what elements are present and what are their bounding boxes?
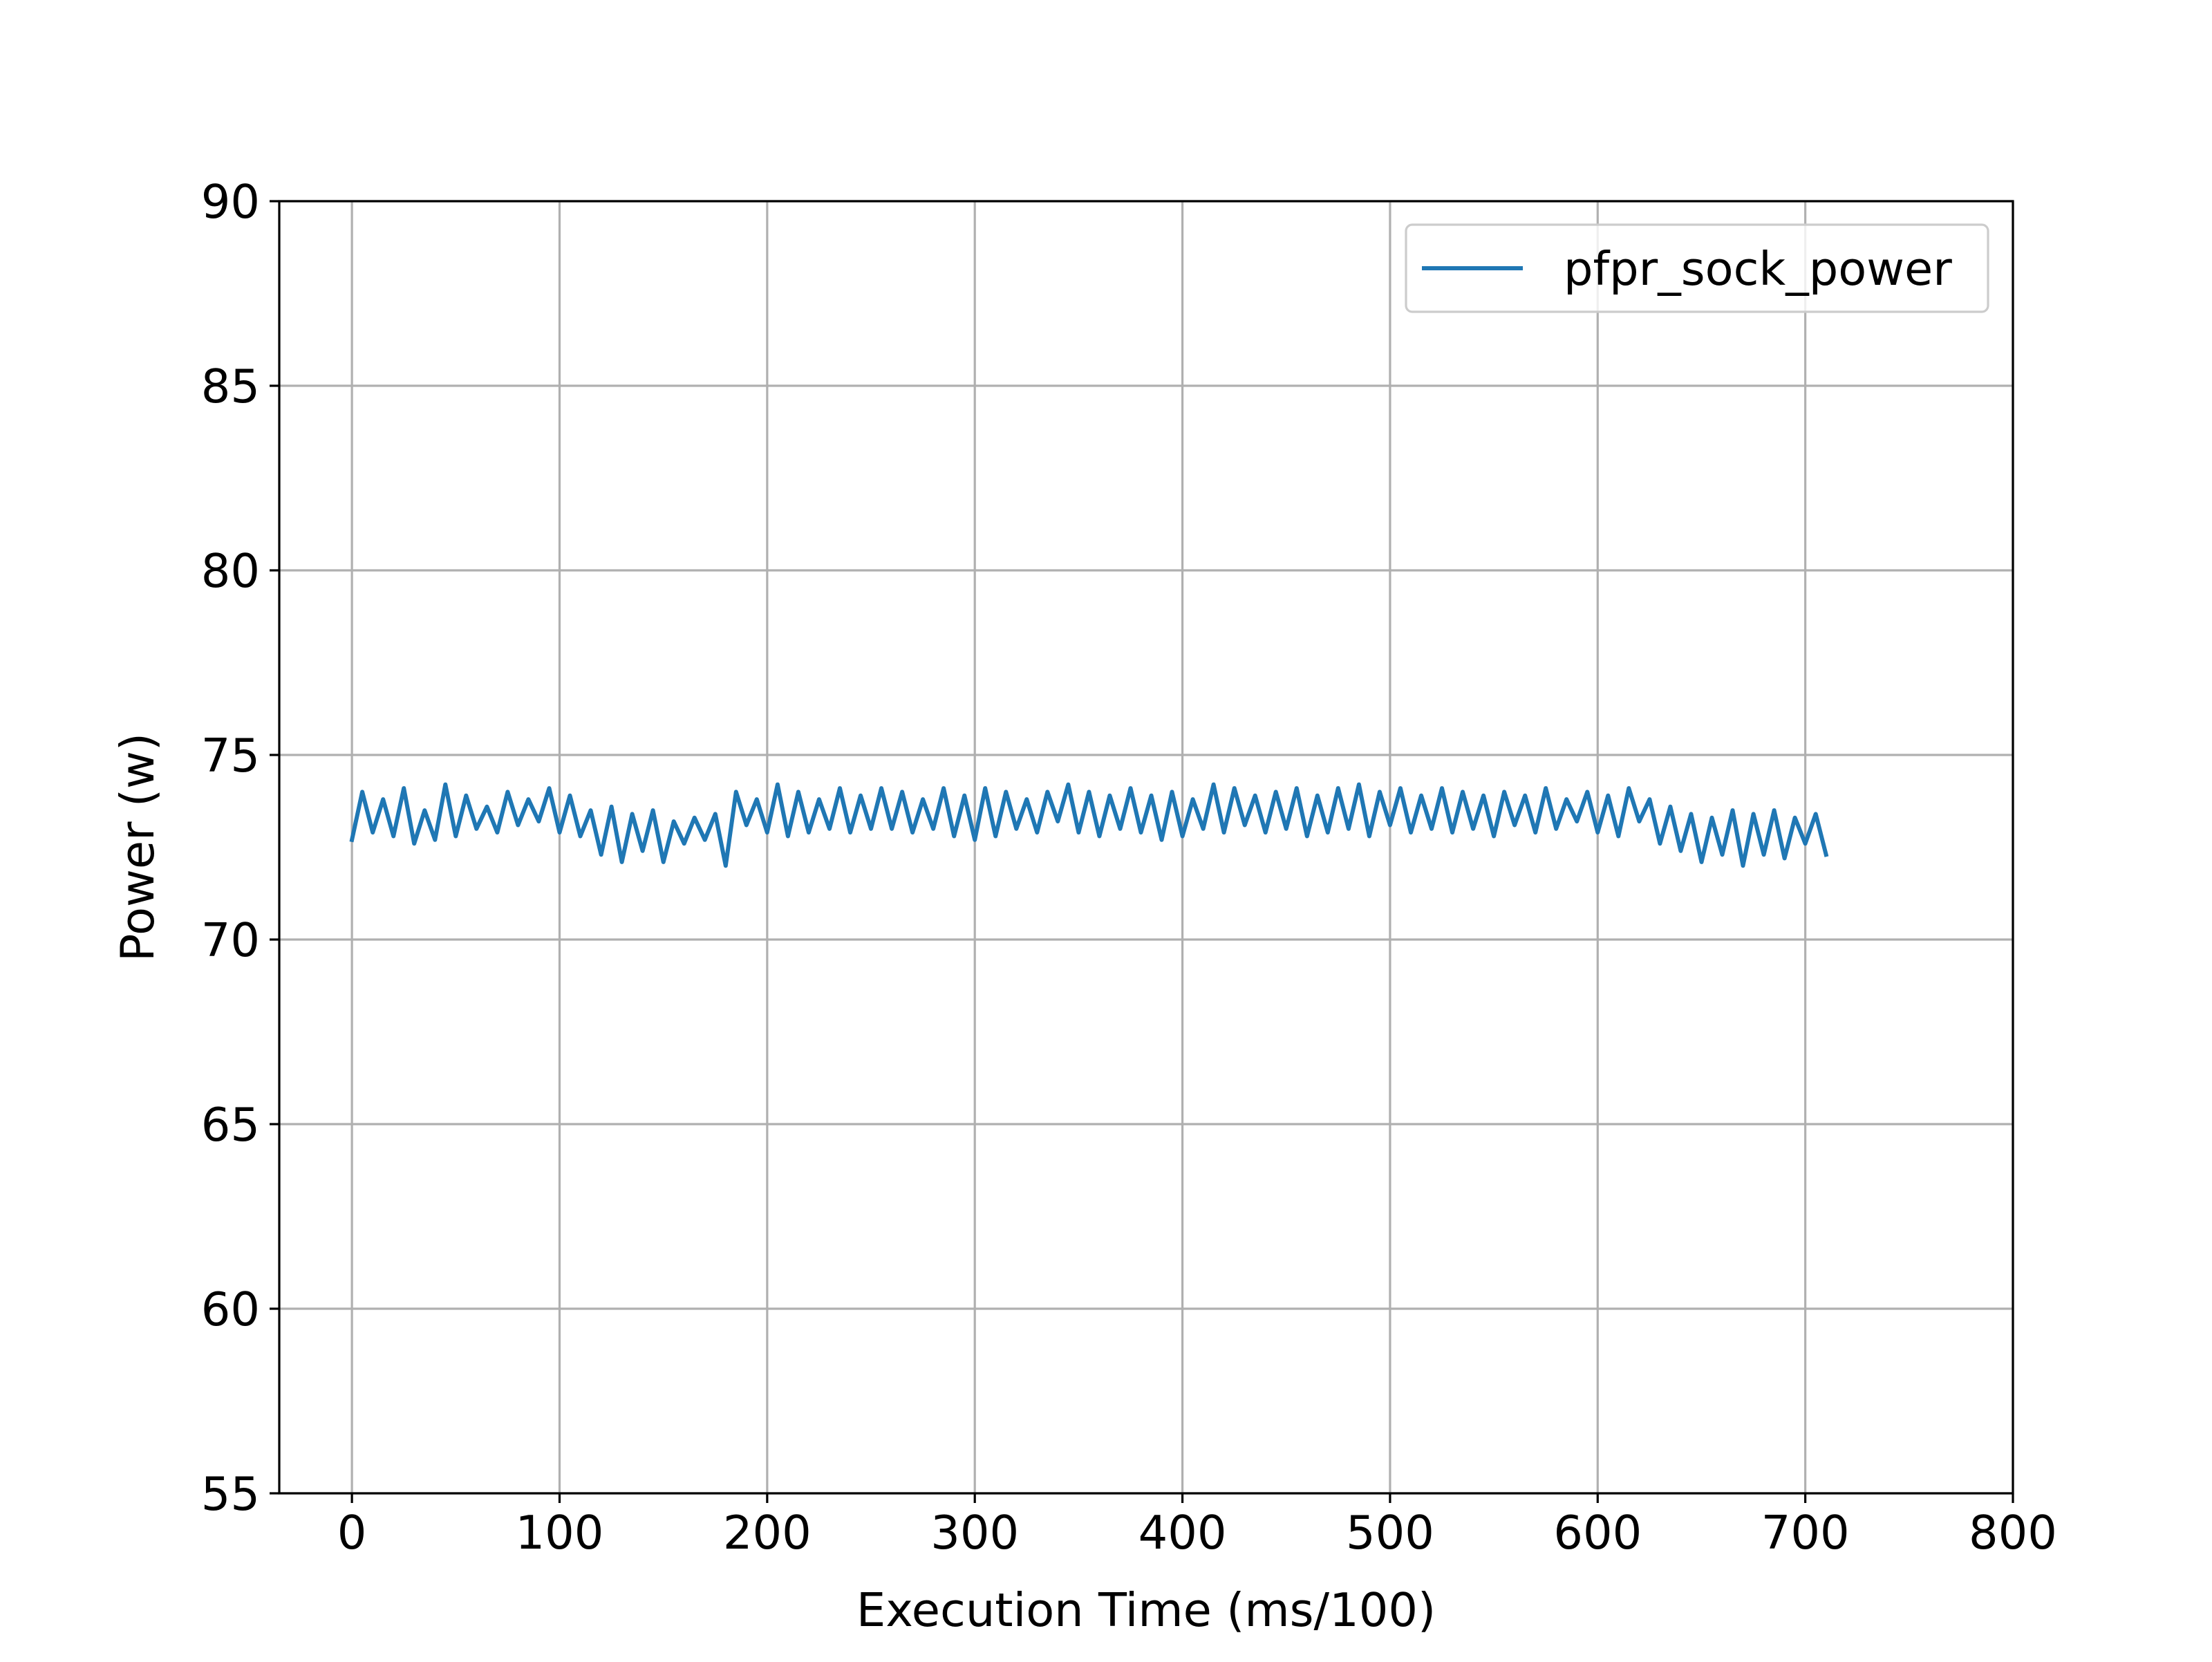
x-tick-label: 100 [516, 1506, 604, 1560]
y-tick-label: 55 [201, 1467, 260, 1521]
x-axis-label: Execution Time (ms/100) [856, 1583, 1436, 1637]
legend: pfpr_sock_power [1405, 223, 1989, 313]
x-tick-label: 500 [1346, 1506, 1434, 1560]
y-tick-label: 65 [201, 1098, 260, 1152]
y-axis: 55 60 65 70 75 80 85 90 [201, 175, 279, 1521]
y-tick-label: 85 [201, 360, 260, 413]
x-tick-label: 400 [1138, 1506, 1227, 1560]
x-tick-label: 700 [1761, 1506, 1850, 1560]
x-axis: 0 100 200 300 400 500 600 700 800 [337, 1493, 2057, 1560]
legend-box [1405, 223, 1989, 313]
y-tick-label: 75 [201, 729, 260, 783]
legend-label-pfpr-sock-power: pfpr_sock_power [1564, 242, 1952, 296]
x-tick-label: 800 [1969, 1506, 2057, 1560]
y-tick-label: 60 [201, 1282, 260, 1336]
series-layer [349, 782, 1829, 868]
x-tick-label: 300 [930, 1506, 1019, 1560]
y-tick-label: 70 [201, 913, 260, 967]
series-line-pfpr-sock-power [349, 782, 1829, 868]
x-tick-label: 200 [723, 1506, 812, 1560]
x-tick-label: 600 [1553, 1506, 1642, 1560]
x-tick-label: 0 [337, 1506, 367, 1560]
y-tick-label: 80 [201, 544, 260, 598]
y-axis-label: Power (w) [111, 733, 165, 962]
y-tick-label: 90 [201, 175, 260, 229]
plot-frame [278, 200, 2014, 1495]
grid [279, 200, 2014, 1495]
